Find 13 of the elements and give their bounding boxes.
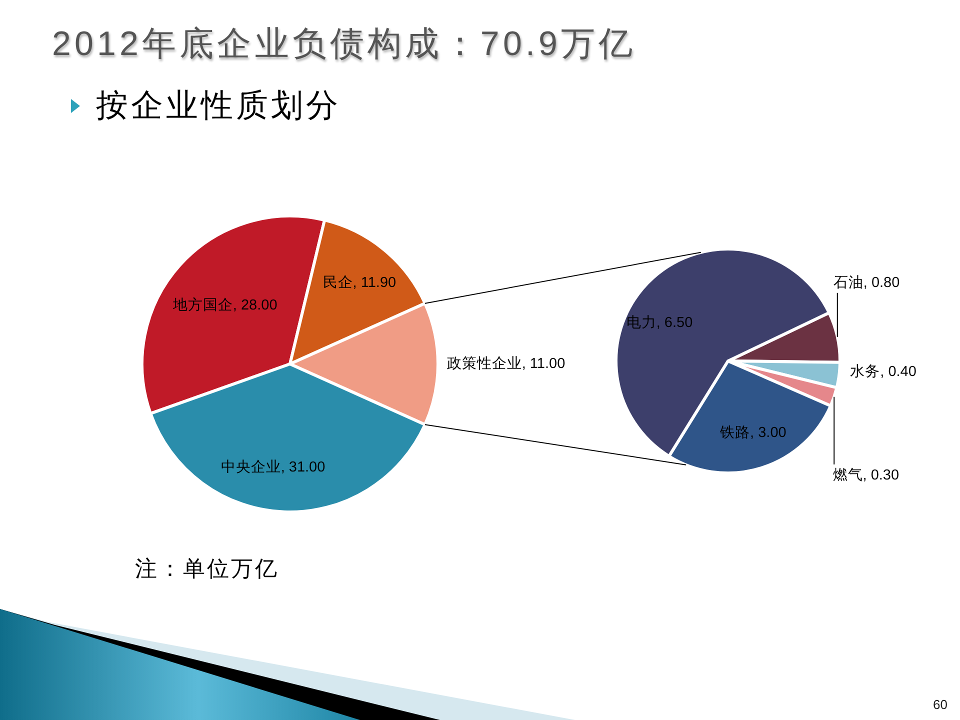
text: 60 (933, 697, 948, 713)
text: 注：单位万亿 (135, 556, 279, 582)
slice-label: 水务, 0.40 (850, 362, 916, 380)
slice-label: 地方国企, 28.00 (172, 296, 278, 314)
slice-label: 电力, 6.50 (626, 314, 693, 331)
chart-subtitle: 按企业性质划分 (96, 86, 341, 124)
slice-label: 中央企业, 31.00 (220, 458, 326, 476)
slice-label: 民企, 11.90 (322, 274, 396, 292)
slice-label: 燃气, 0.30 (832, 466, 900, 484)
slice-label: 政策性企业, 11.00 (446, 355, 566, 372)
slice-label: 铁路, 3.00 (719, 424, 786, 441)
chart-title: 2012年底企业负债构成：70.9万亿 (52, 24, 636, 65)
slice-label: 石油, 0.80 (833, 274, 900, 291)
